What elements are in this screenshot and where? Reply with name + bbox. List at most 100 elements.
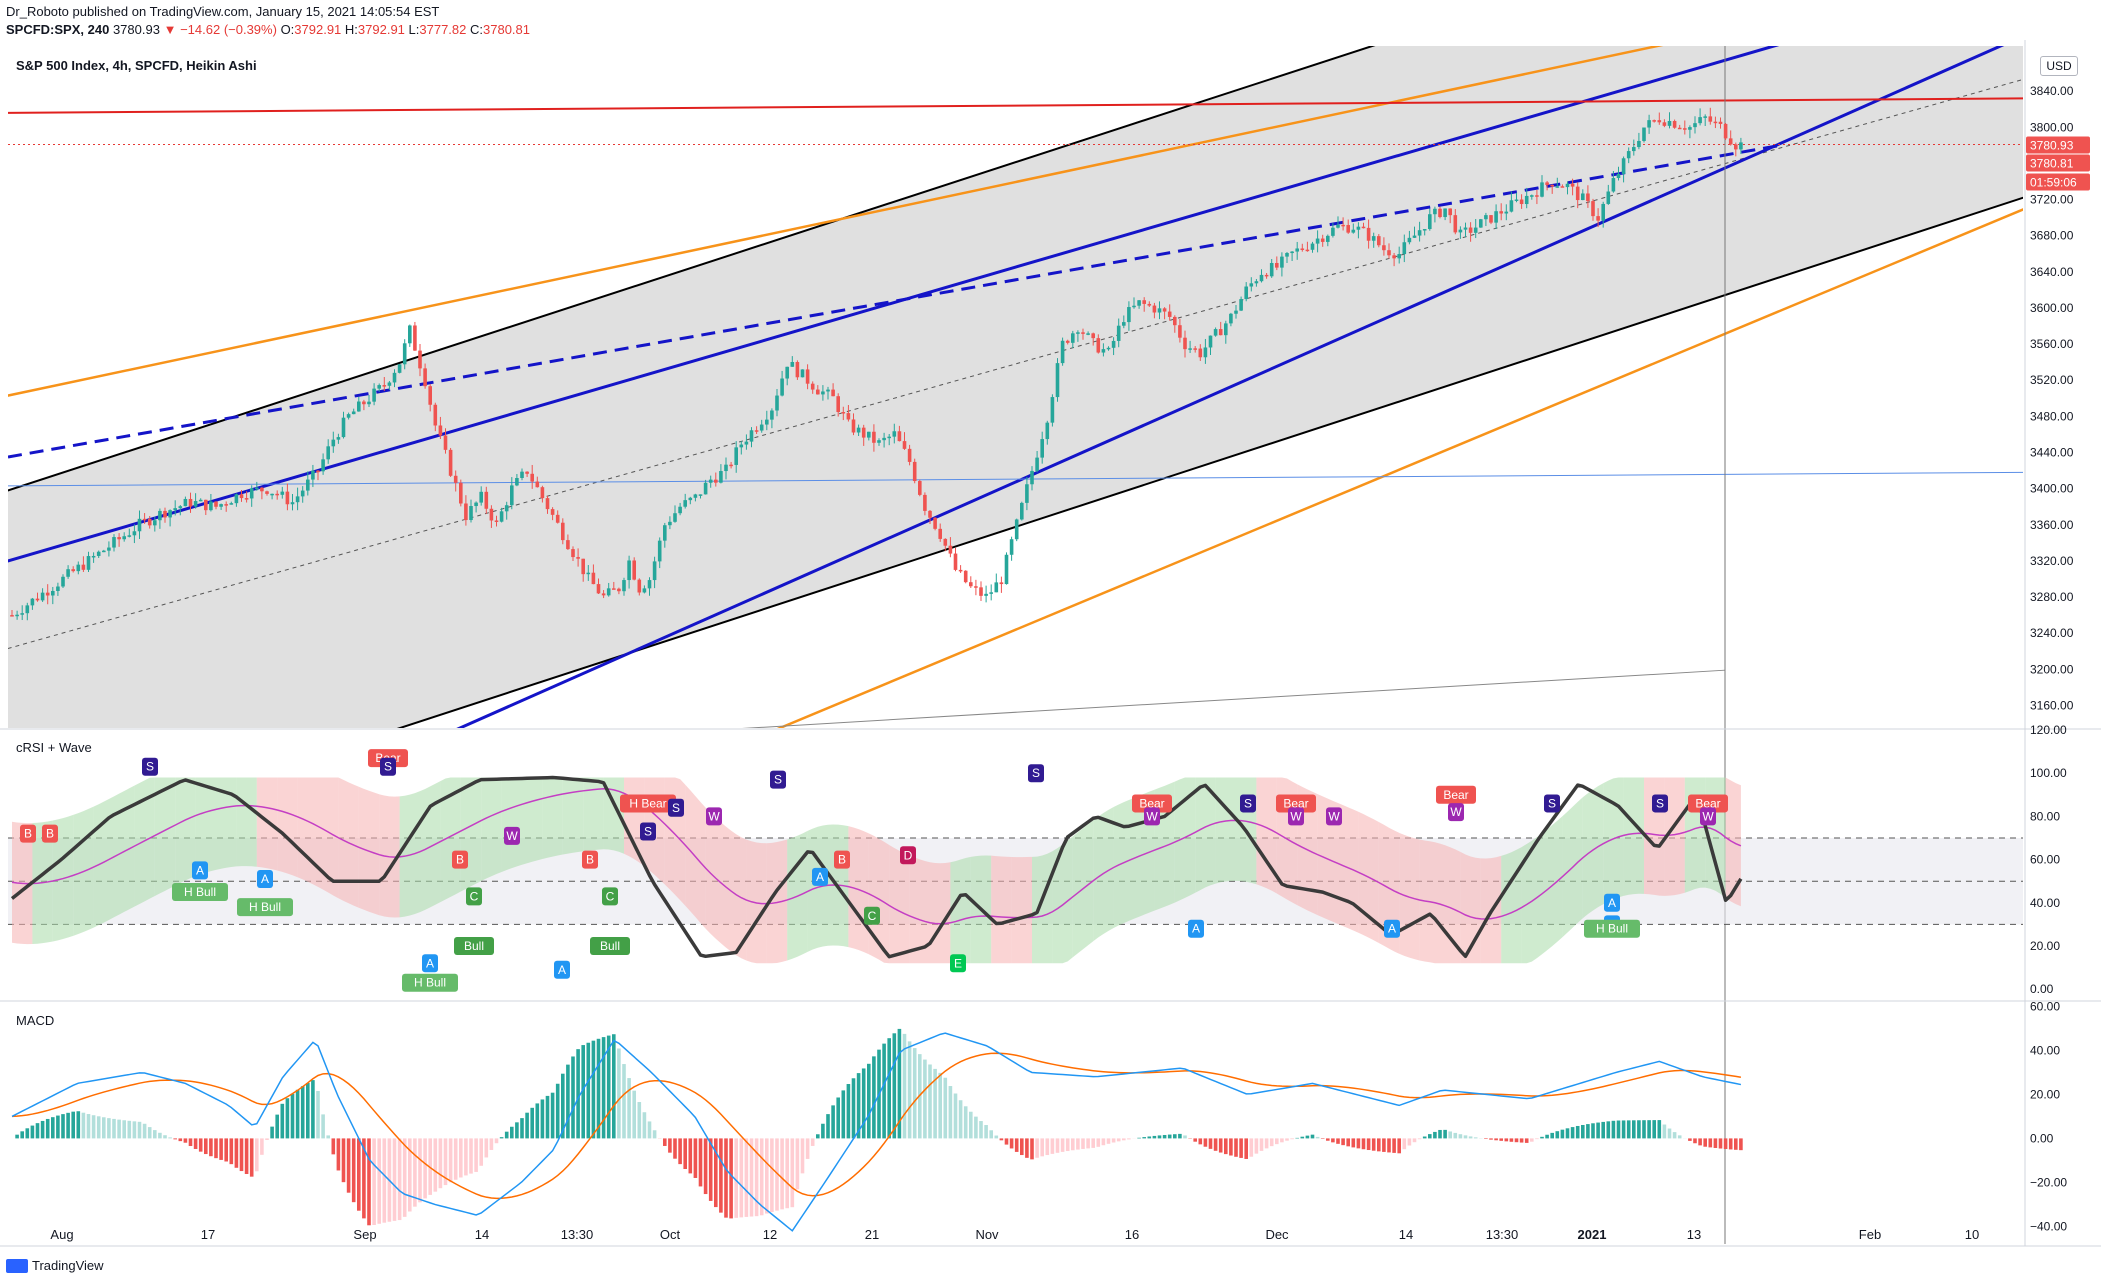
candle [260,486,264,500]
macd-pane[interactable] [11,1028,1743,1232]
candle-body [1081,332,1085,334]
macd-histogram-bar [1096,1138,1101,1147]
candle-body [984,593,988,596]
candle [51,586,55,605]
candle-body [1407,237,1412,243]
candle-body [1453,215,1458,233]
candle [1657,112,1662,125]
candle-body [724,464,728,472]
candle-body [346,414,351,418]
macd-histogram-bar [586,1042,591,1139]
macd-histogram-bar [785,1138,789,1209]
macd-histogram-bar [969,1111,973,1139]
candle-body [1300,248,1305,250]
candle-body [1479,219,1483,228]
price-tick-label: 3560.00 [2030,337,2074,351]
candle-body [923,494,927,511]
macd-histogram-bar [1723,1138,1728,1149]
signal-label: A [257,870,273,889]
macd-histogram-bar [418,1138,422,1203]
macd-histogram-bar [571,1056,575,1139]
candle-body [759,424,764,431]
candle-body [1224,323,1228,336]
candle-body [1050,397,1055,423]
signal-label-text: E [954,956,962,970]
candle-body [61,576,65,587]
candle [1050,394,1055,427]
candle [591,564,596,585]
macd-histogram-bar [15,1134,19,1139]
candle-body [1494,211,1498,223]
price-pane[interactable] [0,0,2030,1244]
signal-label-text: A [1192,922,1200,936]
price-tick-label: 3640.00 [2030,265,2074,279]
candle [1173,315,1177,333]
candle [1723,122,1728,141]
candle-body [1116,325,1121,341]
signal-label: A [1604,893,1620,912]
candle-body [785,366,789,379]
macd-histogram-bar [1030,1138,1034,1160]
candle [433,402,438,432]
candle [1086,331,1090,336]
candle [1203,338,1208,364]
candle [739,441,744,455]
candle-body [561,522,565,541]
candle-body [918,481,922,495]
price-tick-label: 3360.00 [2030,518,2074,532]
candle-body [714,479,718,483]
candle-body [1509,200,1514,212]
candle-body [1346,225,1350,233]
candle [1326,234,1330,247]
candle-body [1611,178,1616,192]
signal-label-bg [257,870,273,889]
candle-body [234,494,239,504]
macd-histogram-bar [1162,1134,1167,1139]
candle-body [326,446,330,460]
macd-histogram-bar [749,1138,754,1217]
signal-label: Bear [1688,794,1728,813]
candle [40,588,45,602]
candle [443,428,448,454]
candle-body [943,538,948,546]
candle-body [275,493,279,496]
price-tick-label: 3480.00 [2030,409,2074,423]
candle-body [295,496,300,503]
price-tag-label: 3780.93 [2030,139,2074,153]
candle-body [1213,329,1218,336]
macd-histogram-bar [1152,1135,1157,1139]
candle-body [153,520,157,526]
signal-label: H Bull [237,898,293,917]
macd-histogram-bar [770,1138,774,1213]
macd-histogram-bar [1453,1132,1458,1139]
macd-histogram-bar [1178,1133,1182,1139]
macd-histogram-bar [112,1118,116,1139]
candle [1581,189,1585,201]
signal-label-bg [1144,807,1160,826]
candle-body [1320,238,1325,242]
candle-body [469,506,473,521]
price-tick-label: 3240.00 [2030,626,2074,640]
candle [826,386,830,400]
candle-body [877,440,881,443]
signal-label: S [668,798,684,817]
candle [1361,222,1366,229]
signal-label-text: A [426,956,434,970]
macd-histogram-bar [224,1138,228,1162]
currency-badge[interactable]: USD [2040,56,2078,76]
candle [1071,330,1075,349]
macd-histogram-bar [907,1041,912,1139]
candle [1708,107,1713,125]
signal-label: W [504,826,520,845]
candle [887,433,891,446]
candle-body [1616,173,1621,179]
candle [1683,120,1687,135]
macd-histogram-bar [1081,1138,1085,1149]
macd-histogram-bar [795,1138,800,1190]
candle [459,479,463,507]
signal-label-bg [1326,807,1342,826]
signal-label-bg [20,824,36,843]
candle [1356,222,1361,239]
